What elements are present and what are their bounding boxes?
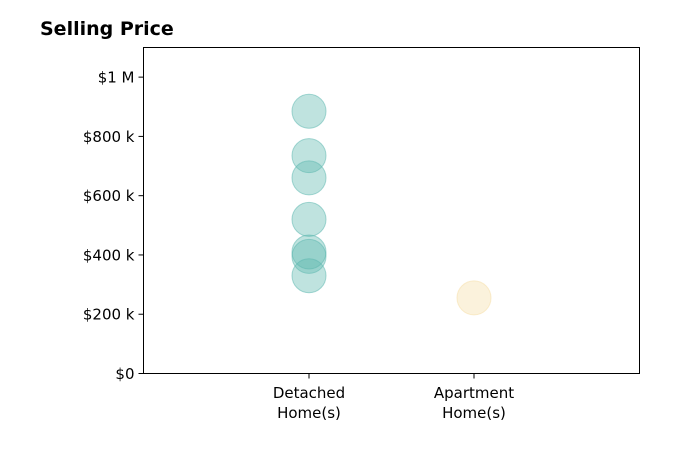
x-tick-label: Home(s) — [442, 404, 506, 422]
y-tick-label: $400 k — [83, 246, 135, 264]
x-tick-label: Detached — [273, 384, 345, 402]
y-tick-label: $0 — [115, 365, 134, 383]
y-tick-label: $200 k — [83, 306, 135, 324]
data-point — [291, 238, 327, 274]
plot-frame — [143, 47, 640, 374]
data-point — [291, 201, 327, 237]
x-axis: Detached Home(s) Apartment Home(s) — [273, 373, 514, 422]
data-point — [291, 138, 327, 174]
y-axis: $0 $200 k $400 k $600 k $800 k $1 M — [83, 69, 144, 383]
data-point — [291, 160, 327, 196]
y-tick-label: $1 M — [98, 69, 135, 87]
y-tick-label: $600 k — [83, 187, 135, 205]
data-point — [291, 93, 327, 129]
data-point — [456, 280, 492, 316]
data-point — [291, 258, 327, 294]
x-tick-label: Home(s) — [277, 404, 341, 422]
data-points — [291, 93, 492, 316]
chart-title: Selling Price — [40, 18, 174, 40]
y-tick-label: $800 k — [83, 128, 135, 146]
x-tick-label: Apartment — [434, 384, 514, 402]
